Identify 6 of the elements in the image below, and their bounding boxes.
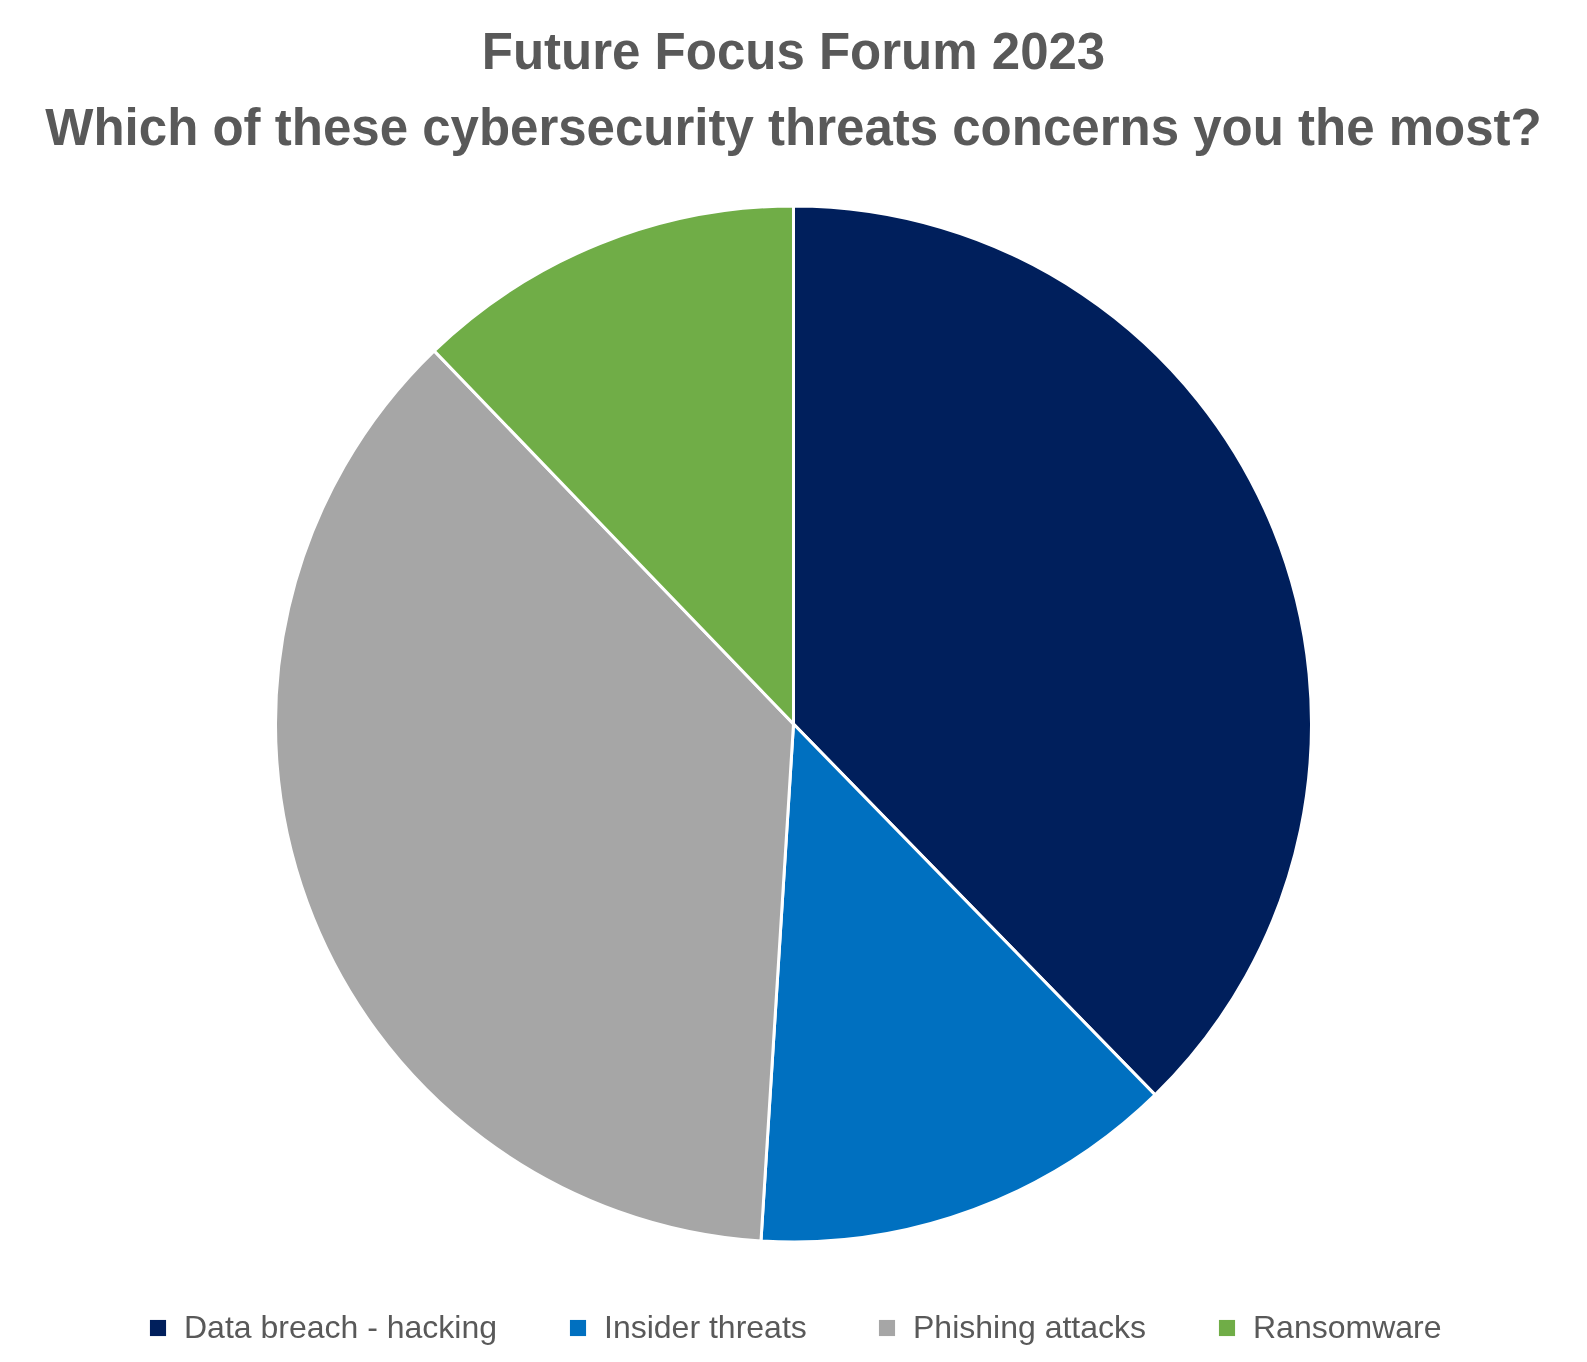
legend-label: Insider threats (604, 1309, 807, 1345)
legend-label: Data breach - hacking (184, 1309, 498, 1345)
chart-title: Future Focus Forum 2023 (481, 23, 1106, 80)
chart-subtitle: Which of these cybersecurity threats concerns you the most? (45, 99, 1542, 156)
legend-label: Phishing attacks (913, 1309, 1147, 1345)
legend-label: Ransomware (1253, 1309, 1442, 1345)
